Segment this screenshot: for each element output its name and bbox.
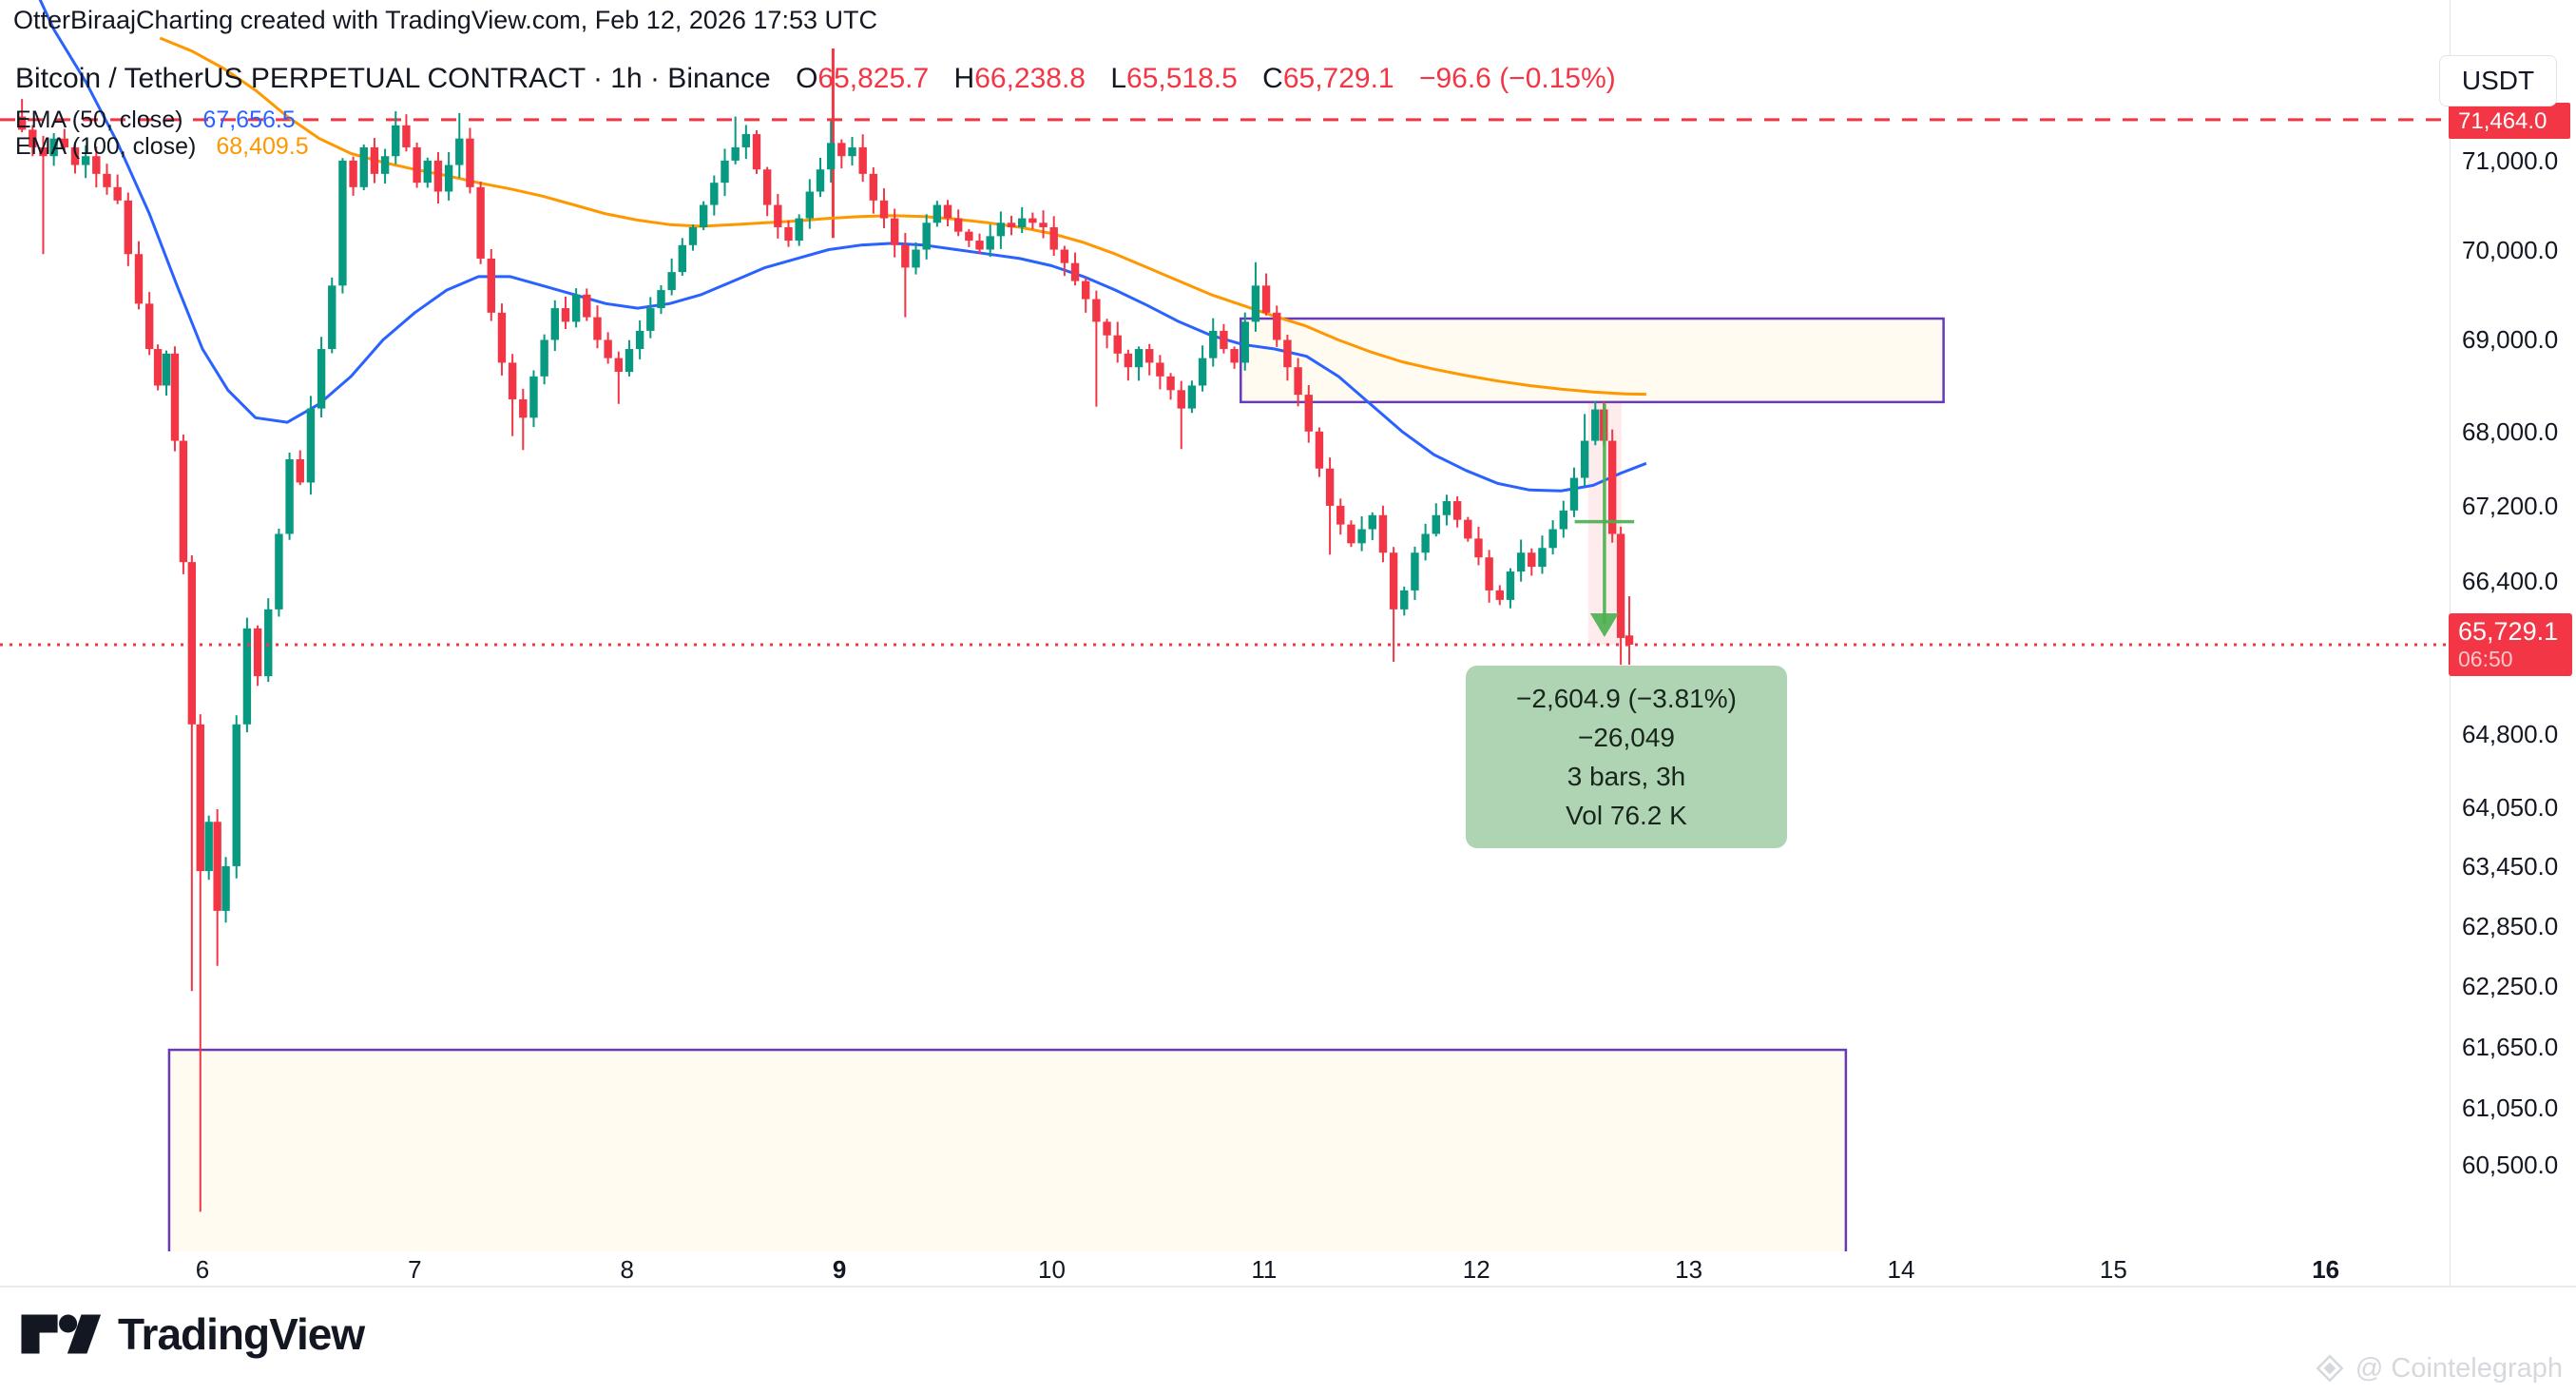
ema100-label: EMA (100, close) bbox=[15, 133, 197, 160]
time-tick-label-8: 8 bbox=[620, 1255, 634, 1284]
measure-volume-line: Vol 76.2 K bbox=[1566, 801, 1687, 830]
axis-separator-line bbox=[0, 1286, 2576, 1288]
measure-change-line: −2,604.9 (−3.81%) −26,049 bbox=[1516, 684, 1737, 752]
time-tick-label-7: 7 bbox=[408, 1255, 422, 1284]
cointelegraph-watermark: @ Cointelegraph bbox=[2314, 1352, 2563, 1384]
price-tick-label: 60,500.0 bbox=[2462, 1151, 2559, 1180]
ohlc-low-value: 65,518.5 bbox=[1126, 63, 1238, 94]
ema50-line bbox=[38, 0, 1647, 493]
price-axis[interactable]: USDT 71,464.0 65,729.1 06:50 71,000.0 70,… bbox=[2439, 0, 2576, 1286]
time-tick-label-15: 15 bbox=[2099, 1255, 2127, 1284]
price-tick-label: 70,000.0 bbox=[2462, 235, 2559, 264]
price-tick-label: 66,400.0 bbox=[2462, 566, 2559, 595]
ema50-value: 67,656.5 bbox=[202, 106, 296, 133]
ohlc-close-value: 65,729.1 bbox=[1282, 63, 1394, 94]
price-chart-canvas[interactable] bbox=[0, 0, 2450, 1251]
tradingview-logo[interactable]: TradingView bbox=[21, 1308, 365, 1360]
cointelegraph-icon bbox=[2316, 1354, 2344, 1383]
ema100-line bbox=[159, 36, 1646, 397]
measure-bars-line: 3 bars, 3h bbox=[1567, 762, 1686, 791]
price-tick-label: 64,800.0 bbox=[2462, 719, 2559, 748]
indicator-row-ema50[interactable]: EMA (50, close) 67,656.5 bbox=[15, 106, 296, 134]
currency-toggle-button[interactable]: USDT bbox=[2439, 55, 2557, 106]
price-tick-label: 62,250.0 bbox=[2462, 971, 2559, 1000]
upper-supply-zone-box bbox=[1240, 317, 1945, 404]
time-tick-label-12: 12 bbox=[1462, 1255, 1490, 1284]
time-tick-label-10: 10 bbox=[1038, 1255, 1066, 1284]
measure-arrow-head bbox=[1589, 613, 1619, 637]
ohlc-high-value: 66,238.8 bbox=[974, 63, 1086, 94]
time-axis[interactable]: 6 7 8 9 10 11 12 13 14 15 16 bbox=[0, 1251, 2450, 1286]
ohlc-high-label: H bbox=[953, 63, 975, 94]
bar-countdown: 06:50 bbox=[2458, 647, 2513, 671]
tradingview-logo-icon bbox=[21, 1314, 102, 1354]
ema50-label: EMA (50, close) bbox=[15, 106, 183, 133]
ema100-value: 68,409.5 bbox=[216, 133, 309, 160]
price-tick-label: 61,650.0 bbox=[2462, 1032, 2559, 1061]
price-tick-label: 69,000.0 bbox=[2462, 325, 2559, 355]
price-tick-label: 61,050.0 bbox=[2462, 1094, 2559, 1123]
ohlc-close-label: C bbox=[1262, 63, 1283, 94]
symbol-title-row: Bitcoin / TetherUS PERPETUAL CONTRACT · … bbox=[15, 63, 1616, 95]
tradingview-logo-text: TradingView bbox=[118, 1309, 365, 1359]
ohlc-change-value: −96.6 (−0.15%) bbox=[1418, 63, 1616, 94]
time-tick-label-16: 16 bbox=[2312, 1255, 2340, 1284]
symbol-description[interactable]: Bitcoin / TetherUS PERPETUAL CONTRACT · … bbox=[15, 63, 771, 94]
time-tick-label-13: 13 bbox=[1675, 1255, 1703, 1284]
time-tick-label-11: 11 bbox=[1251, 1255, 1278, 1284]
price-tick-label: 63,450.0 bbox=[2462, 851, 2559, 881]
price-tick-label: 62,850.0 bbox=[2462, 911, 2559, 940]
ohlc-low-label: L bbox=[1110, 63, 1127, 94]
price-tick-label: 71,000.0 bbox=[2462, 145, 2559, 175]
price-tick-label: 64,050.0 bbox=[2462, 792, 2559, 822]
attribution-text: OtterBiraajCharting created with Trading… bbox=[13, 6, 877, 34]
ohlc-open-label: O bbox=[796, 63, 818, 94]
ohlc-open-value: 65,825.7 bbox=[817, 63, 930, 94]
footer-bar: TradingView @ Cointelegraph bbox=[0, 1288, 2576, 1394]
last-candle bbox=[1624, 635, 1634, 645]
time-tick-label-9: 9 bbox=[832, 1255, 847, 1284]
last-price-badge: 65,729.1 06:50 bbox=[2449, 613, 2572, 676]
indicator-row-ema100[interactable]: EMA (100, close) 68,409.5 bbox=[15, 133, 309, 161]
lower-demand-zone-box bbox=[167, 1048, 1848, 1251]
price-tick-label: 68,000.0 bbox=[2462, 416, 2559, 446]
price-tick-label: 67,200.0 bbox=[2462, 491, 2559, 520]
upper-price-line-badge: 71,464.0 bbox=[2449, 102, 2570, 139]
last-price-value: 65,729.1 bbox=[2458, 617, 2559, 646]
time-tick-label-6: 6 bbox=[195, 1255, 210, 1284]
time-tick-label-14: 14 bbox=[1887, 1255, 1915, 1284]
measure-tool-tooltip: −2,604.9 (−3.81%) −26,049 3 bars, 3h Vol… bbox=[1466, 666, 1787, 848]
cointelegraph-text: @ Cointelegraph bbox=[2355, 1352, 2563, 1384]
